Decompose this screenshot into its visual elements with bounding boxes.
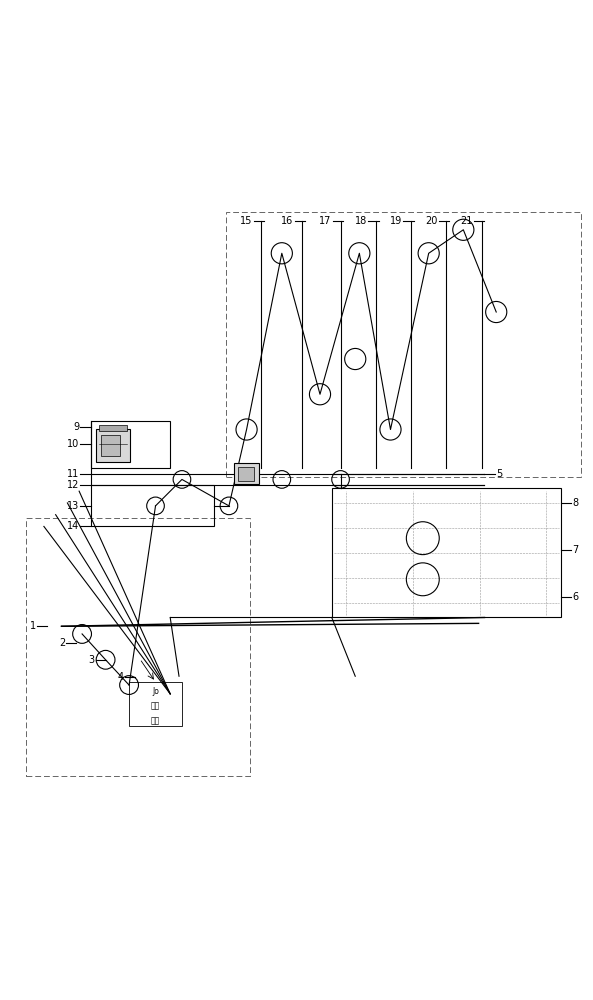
Text: 12: 12 (67, 480, 79, 490)
Bar (101, 435, 120, 456)
Text: 16: 16 (281, 216, 294, 226)
Bar (98, 425, 127, 431)
FancyBboxPatch shape (96, 429, 130, 462)
Text: 11: 11 (67, 469, 79, 479)
Text: 19: 19 (390, 216, 402, 226)
Text: 18: 18 (355, 216, 367, 226)
Bar (91, 485, 214, 526)
Bar (26, 518, 250, 776)
Text: 4: 4 (117, 672, 124, 682)
Text: 15: 15 (240, 216, 253, 226)
Bar (331, 488, 561, 617)
Text: 1: 1 (30, 621, 36, 631)
Text: 14: 14 (67, 521, 79, 531)
FancyBboxPatch shape (234, 463, 259, 484)
Text: 13: 13 (67, 501, 79, 511)
Bar (238, 467, 254, 481)
Text: 5: 5 (496, 469, 502, 479)
Text: 6: 6 (573, 592, 579, 602)
Text: 基底: 基底 (151, 716, 160, 725)
Text: 17: 17 (320, 216, 331, 226)
Text: 8: 8 (573, 498, 579, 508)
Text: 隔膜: 隔膜 (151, 702, 160, 711)
Text: 20: 20 (425, 216, 438, 226)
Text: 10: 10 (67, 439, 79, 449)
Text: 9: 9 (73, 422, 79, 432)
Text: 7: 7 (573, 545, 579, 555)
Text: 3: 3 (88, 655, 94, 665)
Text: Jo: Jo (152, 687, 159, 696)
Bar (91, 421, 170, 468)
Text: 21: 21 (460, 216, 473, 226)
Bar (226, 212, 581, 477)
Text: 2: 2 (59, 638, 65, 648)
Bar (129, 682, 182, 726)
